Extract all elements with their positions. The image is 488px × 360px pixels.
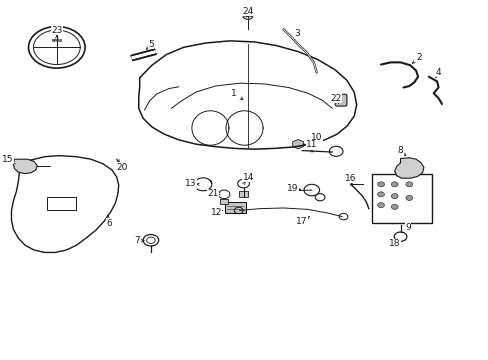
- Circle shape: [377, 203, 384, 208]
- Text: 15: 15: [2, 155, 14, 164]
- Text: 11: 11: [305, 140, 317, 149]
- Text: 16: 16: [345, 174, 356, 183]
- Text: 2: 2: [415, 53, 421, 62]
- Text: 20: 20: [116, 163, 127, 172]
- Text: 14: 14: [242, 173, 254, 182]
- Text: BMW: BMW: [51, 39, 62, 43]
- Text: 10: 10: [310, 133, 322, 142]
- Circle shape: [405, 182, 412, 187]
- Text: 8: 8: [397, 146, 403, 155]
- Text: 24: 24: [243, 7, 254, 16]
- Text: 9: 9: [404, 223, 410, 232]
- FancyBboxPatch shape: [238, 191, 248, 197]
- Text: 4: 4: [435, 68, 441, 77]
- Polygon shape: [394, 158, 423, 178]
- Text: 18: 18: [388, 239, 400, 248]
- FancyBboxPatch shape: [219, 199, 228, 204]
- Circle shape: [390, 204, 397, 210]
- Text: 19: 19: [286, 184, 298, 193]
- Text: 3: 3: [294, 29, 300, 38]
- FancyBboxPatch shape: [335, 94, 346, 106]
- Text: 1: 1: [230, 89, 236, 98]
- Circle shape: [377, 192, 384, 197]
- Circle shape: [377, 182, 384, 187]
- Polygon shape: [13, 159, 37, 174]
- Text: 23: 23: [51, 26, 62, 35]
- FancyBboxPatch shape: [224, 202, 245, 213]
- Text: 22: 22: [330, 94, 341, 103]
- Circle shape: [390, 194, 397, 199]
- Text: 12: 12: [210, 208, 222, 217]
- Text: 7: 7: [134, 237, 140, 246]
- Text: 13: 13: [185, 179, 196, 188]
- Circle shape: [405, 195, 412, 201]
- Text: 17: 17: [296, 217, 307, 226]
- Text: 6: 6: [106, 219, 112, 228]
- Text: 5: 5: [148, 40, 154, 49]
- Text: 21: 21: [207, 189, 218, 198]
- Circle shape: [390, 182, 397, 187]
